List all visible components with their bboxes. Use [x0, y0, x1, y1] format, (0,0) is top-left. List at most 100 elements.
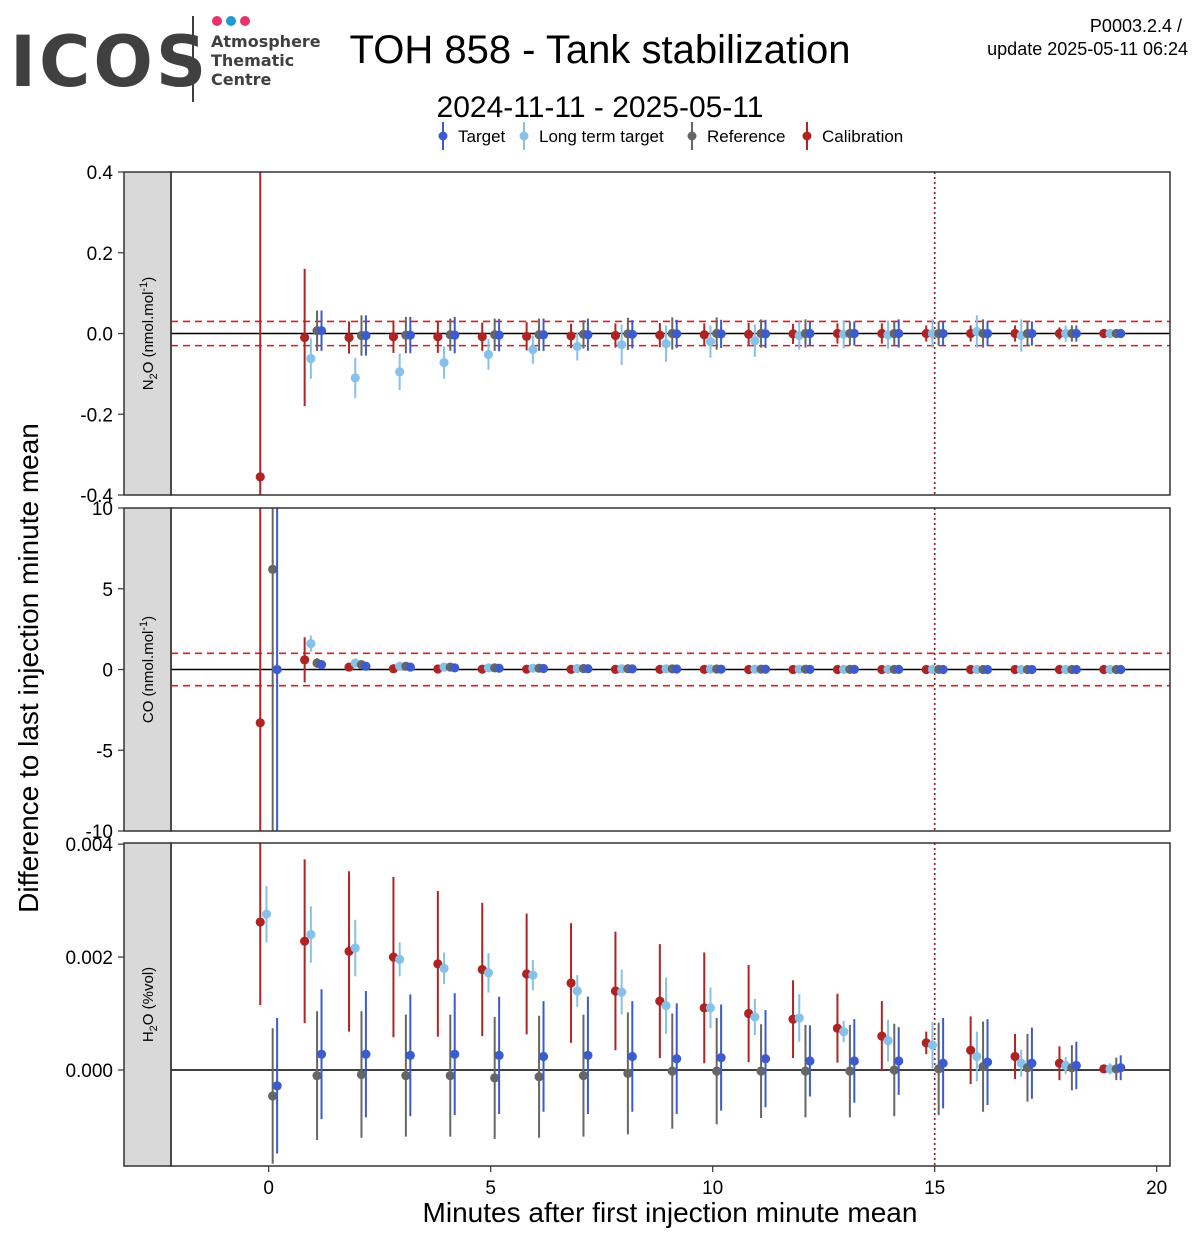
y-tick-label-1-0: 10	[92, 499, 113, 520]
y-tick-label-0-0: 0.4	[87, 163, 114, 184]
y-tick-label-0-2: 0.0	[87, 325, 113, 346]
point-2-target-11	[760, 1054, 771, 1064]
point-2-long-term-target-8	[617, 987, 627, 997]
point-0-calibration-11	[744, 329, 754, 339]
point-1-target-6	[538, 663, 549, 674]
point-2-target-4	[450, 1049, 460, 1059]
version-label: P0003.2.4 /	[1090, 16, 1182, 36]
point-0-target-9	[672, 329, 682, 339]
point-2-long-term-target-2	[350, 943, 360, 953]
point-0-long-term-target-5	[483, 349, 494, 360]
point-0-long-term-target-4	[439, 357, 449, 368]
panel-strip-label-0: N2O (nmol.mol-1)	[138, 277, 160, 390]
logo-text: ICOS	[10, 21, 209, 103]
point-2-reference-0	[268, 1091, 278, 1101]
point-2-target-7	[583, 1050, 593, 1060]
point-0-target-2	[361, 330, 371, 341]
point-2-reference-6	[534, 1072, 544, 1082]
y-tick-label-2-1: 0.002	[65, 948, 113, 969]
panel-frame-2	[170, 842, 1171, 1167]
point-2-target-2	[361, 1049, 371, 1059]
point-1-target-16	[982, 664, 993, 675]
point-1-target-0	[272, 664, 282, 675]
point-2-target-15	[938, 1058, 948, 1068]
y-tick-label-2-0: 0.004	[65, 835, 113, 856]
point-0-calibration-5	[477, 332, 487, 342]
logo-sub-3: Centre	[211, 70, 272, 89]
point-1-target-3	[405, 662, 415, 672]
point-2-reference-2	[356, 1069, 367, 1080]
point-2-calibration-1	[300, 936, 310, 946]
point-1-target-19	[1116, 664, 1126, 675]
point-0-target-5	[494, 330, 504, 340]
point-2-reference-7	[578, 1071, 589, 1081]
point-0-long-term-target-2	[350, 373, 360, 383]
point-0-target-19	[1116, 328, 1126, 339]
point-0-calibration-2	[344, 332, 354, 343]
point-2-reference-10	[712, 1066, 722, 1076]
point-1-long-term-target-1	[306, 639, 316, 649]
point-0-long-term-target-6	[528, 345, 538, 355]
point-0-long-term-target-1	[306, 353, 316, 364]
panel-frame-1	[170, 507, 1171, 832]
point-1-calibration-0	[255, 718, 265, 728]
point-2-target-18	[1071, 1060, 1081, 1071]
y-tick-label-1-3: -5	[96, 741, 113, 762]
point-2-target-16	[982, 1057, 993, 1067]
point-2-calibration-0	[255, 917, 265, 927]
logo-divider	[192, 16, 194, 102]
panel-plot-area-2	[171, 843, 1170, 1166]
point-2-target-13	[849, 1056, 859, 1066]
y-axis-label: Difference to last injection minute mean	[13, 423, 44, 913]
legend-label-3: Calibration	[822, 127, 903, 146]
y-tick-label-0-4: -0.4	[80, 486, 113, 507]
point-1-target-4	[450, 663, 460, 673]
logo-sub-1: Atmosphere	[211, 32, 321, 51]
x-axis: 0 5 10 15 20	[263, 1166, 1167, 1199]
point-2-target-19	[1116, 1063, 1126, 1073]
point-2-target-14	[894, 1056, 904, 1066]
point-0-calibration-8	[610, 330, 621, 341]
panel-frame-0	[170, 171, 1171, 496]
point-0-target-13	[849, 328, 859, 339]
point-2-calibration-17	[1010, 1051, 1020, 1062]
point-1-target-5	[494, 663, 504, 673]
point-2-target-17	[1027, 1058, 1037, 1068]
point-2-reference-5	[490, 1073, 500, 1083]
panel-plot-area-1	[171, 508, 1170, 831]
point-2-reference-9	[667, 1066, 677, 1076]
point-2-long-term-target-16	[972, 1051, 982, 1062]
point-2-long-term-target-4	[439, 963, 449, 973]
icos-logo: ICOS Atmosphere Thematic Centre	[10, 16, 321, 103]
point-2-long-term-target-6	[528, 970, 538, 980]
point-2-target-10	[716, 1052, 726, 1063]
point-2-long-term-target-0	[261, 909, 272, 919]
point-0-calibration-10	[699, 330, 709, 340]
legend-label-2: Reference	[707, 127, 785, 146]
point-0-target-3	[405, 330, 415, 340]
point-2-calibration-16	[966, 1045, 976, 1055]
point-1-target-13	[849, 664, 859, 674]
point-1-target-2	[361, 661, 371, 671]
point-0-target-6	[538, 330, 549, 340]
y-tick-label-2-2: 0.000	[65, 1061, 113, 1082]
point-2-long-term-target-10	[705, 1003, 716, 1013]
point-0-target-16	[982, 328, 993, 339]
panel-strip-label-2: H2O (%vol)	[140, 967, 160, 1042]
x-tick-label-1: 5	[485, 1178, 496, 1199]
legend-key-dot-2	[687, 131, 697, 141]
point-1-target-10	[716, 664, 726, 674]
point-1-reference-0	[268, 564, 278, 574]
point-1-target-9	[672, 664, 682, 674]
legend-key-dot-0	[438, 131, 448, 141]
point-0-calibration-3	[388, 332, 399, 342]
legend-label-0: Target	[458, 127, 506, 146]
point-0-target-12	[805, 328, 815, 339]
point-2-long-term-target-5	[483, 968, 494, 978]
point-0-target-1	[316, 326, 327, 336]
chart-subtitle: 2024-11-11 - 2025-05-11	[437, 91, 764, 124]
update-label: update 2025-05-11 06:24	[987, 39, 1188, 59]
point-1-target-18	[1071, 664, 1081, 675]
point-2-target-1	[316, 1049, 327, 1059]
